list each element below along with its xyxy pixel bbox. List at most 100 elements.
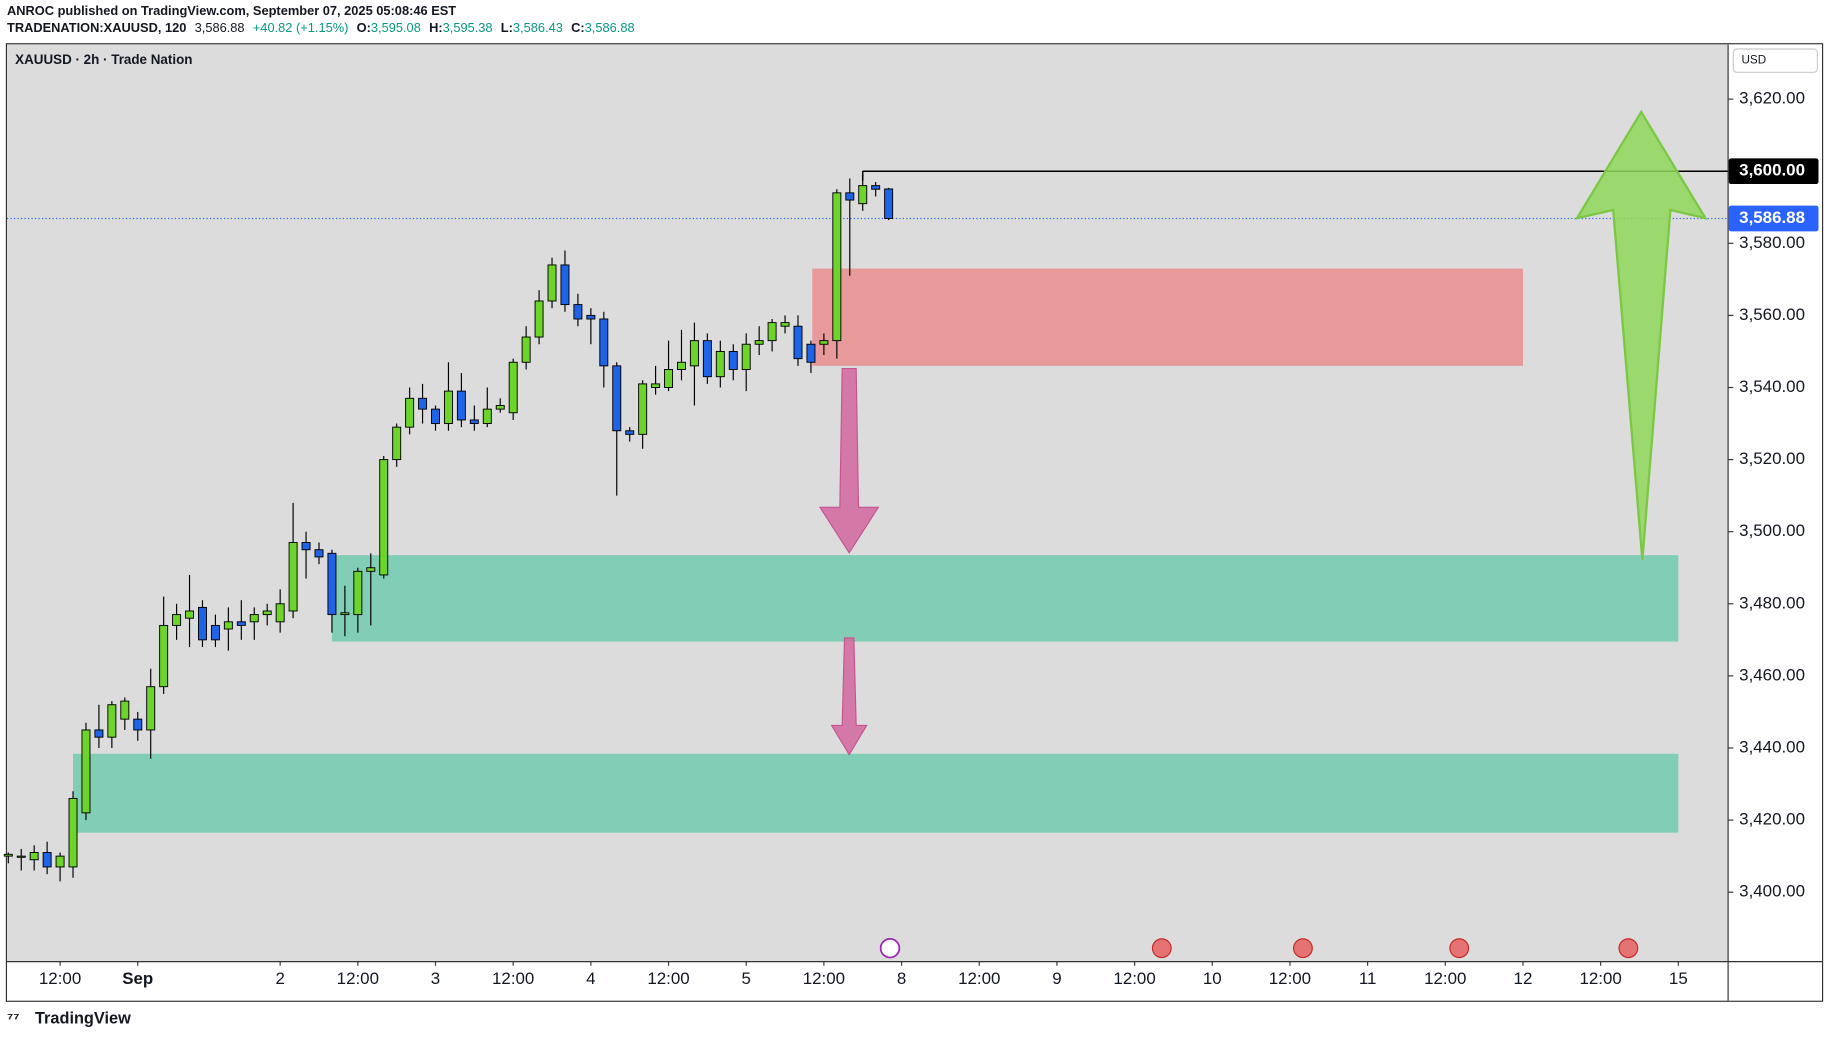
candle-body bbox=[42, 852, 52, 868]
candle-body bbox=[133, 718, 143, 731]
candle-body bbox=[521, 336, 531, 363]
candle-body bbox=[664, 369, 674, 388]
candle-body bbox=[638, 383, 648, 435]
o-key: O: bbox=[357, 21, 371, 36]
candle-body bbox=[81, 729, 91, 814]
candle-body bbox=[120, 700, 130, 720]
event-icon bbox=[879, 937, 901, 959]
candle-body bbox=[547, 264, 557, 302]
x-tick-label: 8 bbox=[897, 969, 906, 988]
x-tick-label: 15 bbox=[1669, 969, 1688, 988]
candle-body bbox=[884, 188, 894, 219]
candle-body bbox=[29, 852, 39, 861]
zone bbox=[812, 268, 1523, 366]
candle-body bbox=[275, 603, 285, 623]
c: 3,586.88 bbox=[585, 21, 635, 36]
candle-body bbox=[249, 614, 259, 623]
event-icon bbox=[1618, 938, 1639, 959]
x-tick-label: 12:00 bbox=[1269, 969, 1311, 988]
y-tick-label: 3,460.00 bbox=[1739, 665, 1805, 684]
candle-body bbox=[573, 304, 583, 320]
y-tick-label: 3,500.00 bbox=[1739, 521, 1805, 540]
candle-body bbox=[288, 542, 298, 612]
candle-body bbox=[198, 606, 207, 641]
candle-body bbox=[482, 408, 492, 425]
candle-body bbox=[314, 549, 324, 558]
candle-body bbox=[262, 610, 272, 616]
candle-body bbox=[418, 397, 428, 410]
y-tick-label: 3,420.00 bbox=[1739, 810, 1805, 829]
candle-body bbox=[223, 621, 233, 630]
x-tick-label: 2 bbox=[275, 969, 284, 988]
candle-body bbox=[534, 300, 544, 338]
last: 3,586.88 bbox=[195, 21, 245, 36]
candle-body bbox=[728, 350, 738, 370]
plot bbox=[3, 170, 1728, 882]
candle-body bbox=[560, 264, 570, 306]
level-label: 3,600.00 bbox=[1739, 161, 1805, 180]
candle-body bbox=[741, 343, 751, 370]
y-tick-label: 3,560.00 bbox=[1739, 305, 1805, 324]
x-tick-label: 12:00 bbox=[492, 969, 534, 988]
candle-body bbox=[159, 624, 169, 688]
candle-body bbox=[495, 405, 505, 410]
candle-body bbox=[832, 192, 842, 342]
candle-body bbox=[677, 361, 686, 370]
o: 3,595.08 bbox=[371, 21, 421, 36]
candle-body bbox=[780, 322, 790, 327]
candle-body bbox=[767, 322, 777, 342]
candle-body bbox=[625, 430, 635, 435]
x-tick-label: 12:00 bbox=[1113, 969, 1155, 988]
candle-body bbox=[16, 855, 26, 858]
last-price-label: 3,586.88 bbox=[1739, 208, 1805, 227]
symbol: TRADENATION:XAUUSD, 120 bbox=[7, 21, 186, 36]
author: ANROC published on TradingView.com, Sept… bbox=[7, 3, 456, 18]
candle-body bbox=[819, 340, 829, 345]
candle-body bbox=[845, 192, 855, 201]
x-tick-label: 10 bbox=[1203, 969, 1222, 988]
candle-body bbox=[599, 318, 609, 367]
x-tick-label: 4 bbox=[586, 969, 595, 988]
candle-body bbox=[715, 350, 725, 378]
x-tick-label: 12 bbox=[1514, 969, 1533, 988]
candle-body bbox=[366, 567, 376, 572]
candle-body bbox=[146, 686, 156, 731]
symbol-line: TRADENATION:XAUUSD, 120 3,586.88 +40.82 … bbox=[7, 21, 635, 36]
y-tick-label: 3,620.00 bbox=[1739, 89, 1805, 108]
footer-logo: ⁷⁷ bbox=[7, 1010, 20, 1027]
candle-body bbox=[443, 390, 453, 425]
candle-body bbox=[185, 610, 195, 619]
candle-body bbox=[301, 542, 311, 551]
candle-body bbox=[353, 570, 363, 616]
candle-body bbox=[210, 624, 220, 641]
l: 3,586.43 bbox=[513, 21, 563, 36]
candle-body bbox=[456, 390, 466, 421]
y-tick-label: 3,540.00 bbox=[1739, 377, 1805, 396]
footer-brand: TradingView bbox=[35, 1010, 131, 1028]
event-icon bbox=[1151, 938, 1172, 959]
y-tick-label: 3,520.00 bbox=[1739, 449, 1805, 468]
candle-body bbox=[858, 185, 868, 205]
down-arrow bbox=[830, 637, 868, 756]
chart-title: XAUUSD · 2h · Trade Nation bbox=[15, 52, 192, 67]
x-tick-label: 12:00 bbox=[39, 969, 81, 988]
candle-body bbox=[586, 314, 596, 320]
l-key: L: bbox=[501, 21, 513, 36]
candle-body bbox=[379, 459, 389, 576]
candle-body bbox=[806, 343, 816, 363]
y-tick-label: 3,580.00 bbox=[1739, 233, 1805, 252]
x-tick-label: 12:00 bbox=[647, 969, 689, 988]
candle-body bbox=[754, 340, 764, 345]
y-tick-label: 3,440.00 bbox=[1739, 737, 1805, 756]
frame bbox=[5, 43, 1824, 1002]
candle-body bbox=[508, 361, 518, 414]
candle-body bbox=[405, 397, 415, 428]
zone bbox=[331, 555, 1679, 642]
candle-body bbox=[94, 729, 104, 738]
up-arrow bbox=[1574, 109, 1708, 560]
candle-body bbox=[651, 383, 661, 388]
candle-body bbox=[469, 419, 479, 425]
candle-body bbox=[107, 704, 117, 738]
candle-body bbox=[689, 340, 699, 367]
